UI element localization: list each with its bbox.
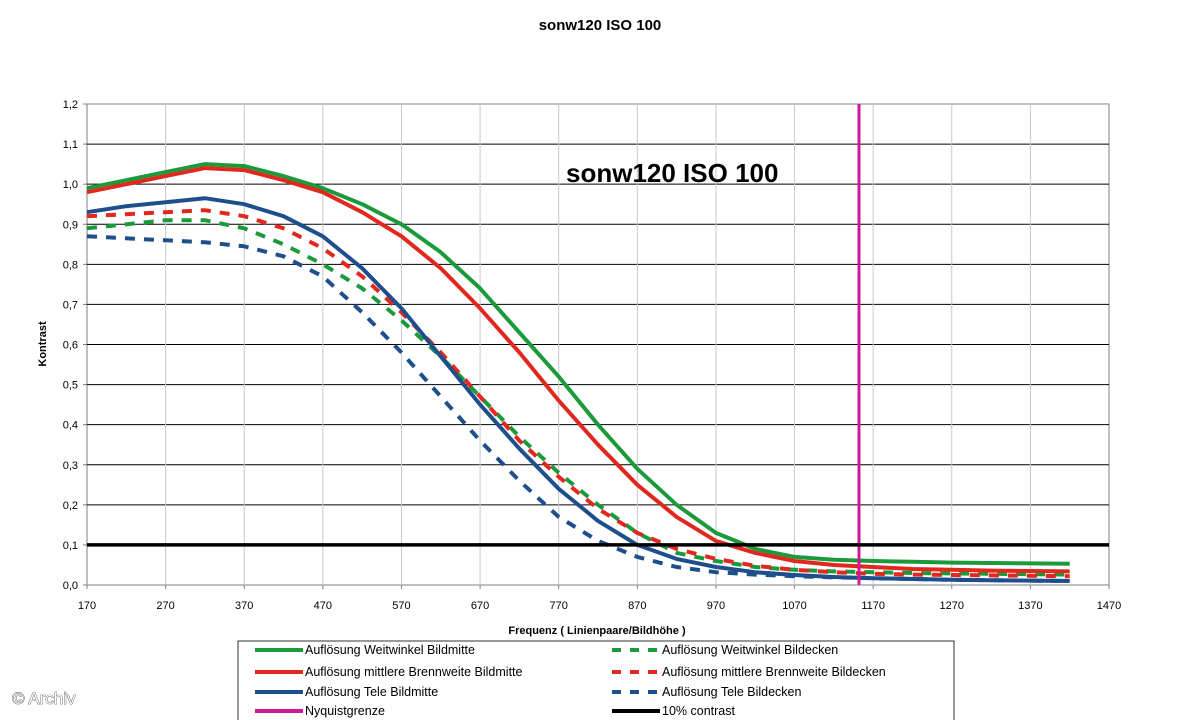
chart-title: sonw120 ISO 100 xyxy=(539,17,662,34)
legend-box xyxy=(237,640,955,720)
plot-inner-title: sonw120 ISO 100 xyxy=(566,158,778,188)
x-tick-label: 870 xyxy=(628,600,646,612)
legend-label: Auflösung Weitwinkel Bildmitte xyxy=(305,643,475,657)
x-tick-label: 970 xyxy=(707,600,725,612)
legend-label: Auflösung Weitwinkel Bildecken xyxy=(662,643,838,657)
axis-ticks: 0,0 0,1 0,2 0,3 0,4 0,5 0,6 0,7 0,8 0,9 1,0 1,1 1,2 1… xyxy=(63,99,1122,612)
y-tick-label: 0,2 xyxy=(63,500,78,512)
x-tick-label: 470 xyxy=(314,600,332,612)
series-line xyxy=(86,208,1070,579)
legend-label: Auflösung mittlere Brennweite Bildecken xyxy=(662,665,886,679)
x-tick-label: 1270 xyxy=(940,600,964,612)
y-axis-title: Kontrast xyxy=(37,321,49,367)
y-tick-label: 0,7 xyxy=(63,299,78,311)
x-tick-label: 1470 xyxy=(1097,600,1121,612)
legend: Auflösung Weitwinkel Bildmitte Auflösung … xyxy=(255,643,886,718)
x-tick-label: 270 xyxy=(156,600,174,612)
x-tick-label: 1070 xyxy=(782,600,806,612)
legend-label: Nyquistgrenze xyxy=(305,704,385,718)
reference-lines xyxy=(87,104,1109,585)
copyright-watermark: © Archiv xyxy=(12,689,76,708)
x-tick-label: 770 xyxy=(550,600,568,612)
x-tick-label: 1170 xyxy=(861,600,885,612)
series-lines xyxy=(86,162,1070,583)
x-tick-label: 570 xyxy=(392,600,410,612)
y-tick-label: 0,8 xyxy=(63,259,78,271)
legend-label: 10% contrast xyxy=(662,704,735,718)
y-tick-label: 1,1 xyxy=(63,139,78,151)
x-tick-label: 170 xyxy=(78,600,96,612)
y-tick-label: 0,9 xyxy=(63,219,78,231)
x-tick-label: 370 xyxy=(235,600,253,612)
y-tick-label: 1,2 xyxy=(63,99,78,111)
x-tick-label: 670 xyxy=(471,600,489,612)
x-tick-label: 1370 xyxy=(1018,600,1042,612)
legend-label: Auflösung mittlere Brennweite Bildmitte xyxy=(305,665,523,679)
legend-label: Auflösung Tele Bildecken xyxy=(662,685,801,699)
x-axis-title: Frequenz ( Linienpaare/Bildhöhe ) xyxy=(508,625,686,637)
y-tick-label: 0,1 xyxy=(63,540,78,552)
y-tick-label: 1,0 xyxy=(63,179,78,191)
legend-label: Auflösung Tele Bildmitte xyxy=(305,685,438,699)
y-tick-label: 0,0 xyxy=(63,580,78,592)
y-tick-label: 0,5 xyxy=(63,380,78,392)
series-line xyxy=(86,234,1070,583)
series-line xyxy=(86,162,1070,566)
y-tick-label: 0,6 xyxy=(63,340,78,352)
series-line xyxy=(86,166,1070,574)
y-tick-label: 0,3 xyxy=(63,460,78,472)
series-line xyxy=(86,218,1070,577)
y-tick-label: 0,4 xyxy=(63,420,78,432)
